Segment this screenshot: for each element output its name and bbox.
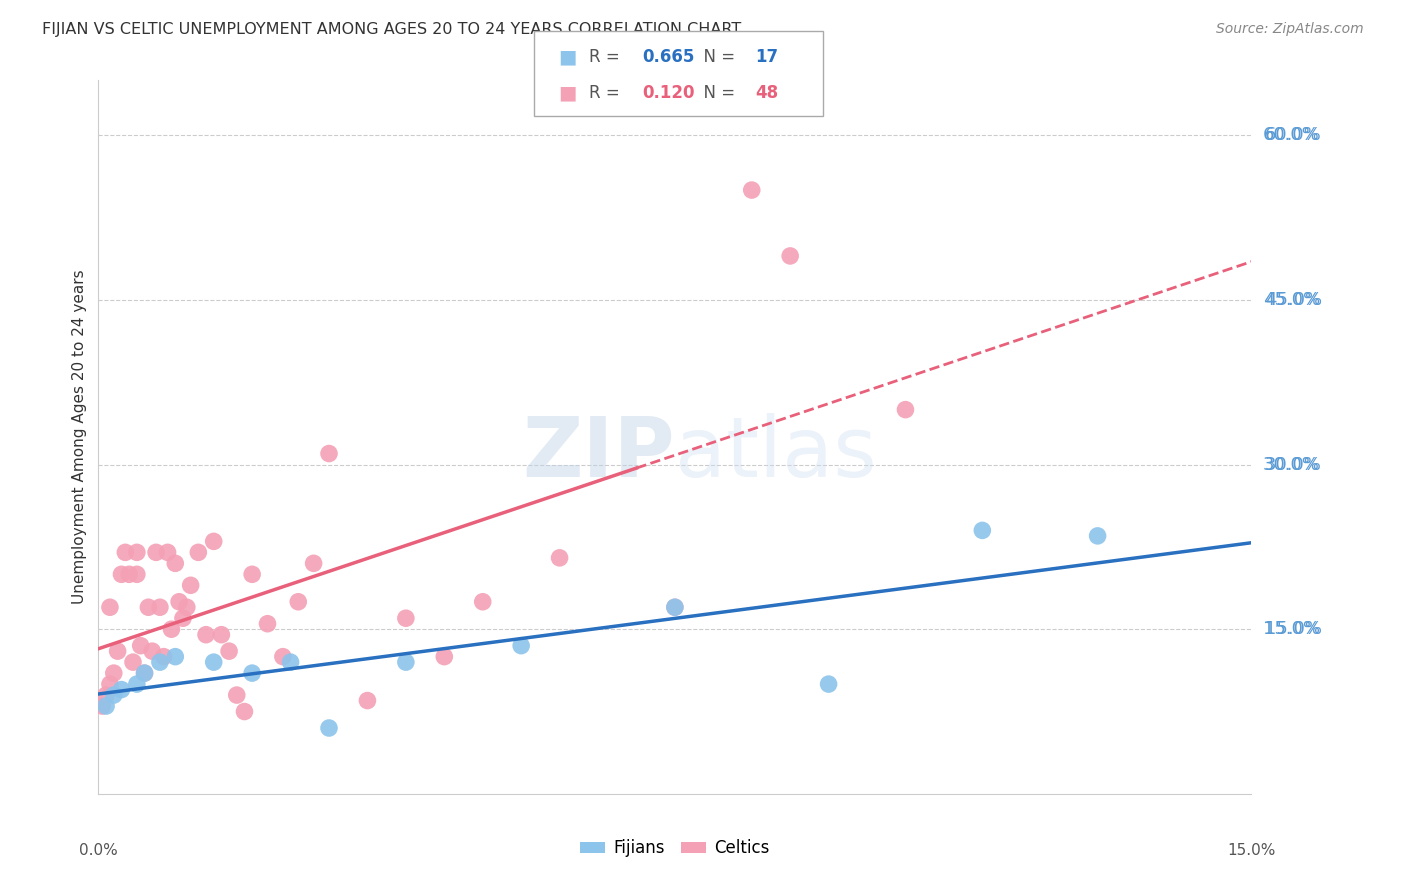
Point (779, 249, 801, 263)
Point (202, 534, 225, 549)
Point (225, 688, 247, 702)
Point (256, 616, 278, 631)
Point (548, 550, 571, 565)
Point (145, 545, 167, 559)
Point (134, 666, 156, 681)
Point (894, 402, 917, 417)
Point (91, 699, 114, 714)
Point (433, 649, 456, 664)
Point (134, 666, 156, 681)
Point (741, 183, 763, 197)
Point (510, 639, 533, 653)
Point (98, 600, 121, 615)
Point (240, 567, 263, 582)
Point (302, 557, 325, 571)
Point (395, 655, 418, 669)
Text: 0.0%: 0.0% (79, 843, 118, 858)
Point (280, 655, 302, 669)
Point (156, 545, 179, 559)
Point (176, 600, 198, 615)
Point (125, 567, 148, 582)
Text: R =: R = (589, 84, 626, 102)
Point (98, 677, 121, 691)
Point (138, 600, 160, 615)
Point (356, 693, 378, 707)
Text: 48: 48 (755, 84, 778, 102)
Point (129, 639, 152, 653)
Point (152, 649, 174, 664)
Text: 0.120: 0.120 (643, 84, 695, 102)
Text: atlas: atlas (675, 413, 876, 494)
Point (972, 524, 994, 538)
Point (180, 578, 202, 592)
Point (318, 721, 340, 735)
Text: 30.0%: 30.0% (1265, 456, 1322, 474)
Point (664, 600, 686, 615)
Text: ZIP: ZIP (523, 413, 675, 494)
Point (240, 666, 263, 681)
Text: 15.0%: 15.0% (1265, 620, 1322, 638)
Text: ■: ■ (558, 83, 576, 102)
Point (172, 611, 194, 625)
Text: 0.665: 0.665 (643, 48, 695, 66)
Point (141, 644, 163, 658)
Point (167, 595, 190, 609)
Point (160, 622, 183, 636)
Point (110, 682, 132, 697)
Text: 45.0%: 45.0% (1263, 291, 1320, 309)
Text: 60.0%: 60.0% (1265, 126, 1322, 145)
Point (165, 557, 187, 571)
Text: Source: ZipAtlas.com: Source: ZipAtlas.com (1216, 22, 1364, 37)
Point (471, 595, 494, 609)
Point (664, 600, 686, 615)
Text: 45.0%: 45.0% (1265, 291, 1322, 309)
Point (165, 649, 187, 664)
Text: 30.0%: 30.0% (1263, 456, 1320, 474)
Point (122, 655, 145, 669)
Y-axis label: Unemployment Among Ages 20 to 24 years: Unemployment Among Ages 20 to 24 years (72, 269, 87, 605)
Text: FIJIAN VS CELTIC UNEMPLOYMENT AMONG AGES 20 TO 24 YEARS CORRELATION CHART: FIJIAN VS CELTIC UNEMPLOYMENT AMONG AGES… (42, 22, 741, 37)
Point (103, 688, 125, 702)
Point (287, 595, 309, 609)
Point (149, 600, 172, 615)
Point (149, 655, 172, 669)
Point (103, 666, 125, 681)
Point (125, 545, 148, 559)
Point (318, 446, 340, 460)
Point (107, 644, 129, 658)
Point (94, 699, 117, 714)
Point (118, 567, 141, 582)
Point (202, 655, 225, 669)
Text: 60.0%: 60.0% (1263, 126, 1320, 145)
Point (233, 705, 256, 719)
Point (195, 628, 218, 642)
Point (209, 628, 232, 642)
Point (187, 545, 209, 559)
Text: N =: N = (693, 84, 741, 102)
Text: ■: ■ (558, 47, 576, 66)
Point (1087, 529, 1109, 543)
Text: R =: R = (589, 48, 626, 66)
Point (94, 688, 117, 702)
Text: 17: 17 (755, 48, 778, 66)
Point (271, 649, 294, 664)
Point (817, 677, 839, 691)
Point (114, 545, 136, 559)
Text: 15.0%: 15.0% (1227, 843, 1275, 858)
Point (218, 644, 240, 658)
Point (125, 677, 148, 691)
Point (395, 611, 418, 625)
Text: N =: N = (693, 48, 741, 66)
Text: 15.0%: 15.0% (1263, 620, 1320, 638)
Point (110, 567, 132, 582)
Legend: Fijians, Celtics: Fijians, Celtics (574, 833, 776, 864)
